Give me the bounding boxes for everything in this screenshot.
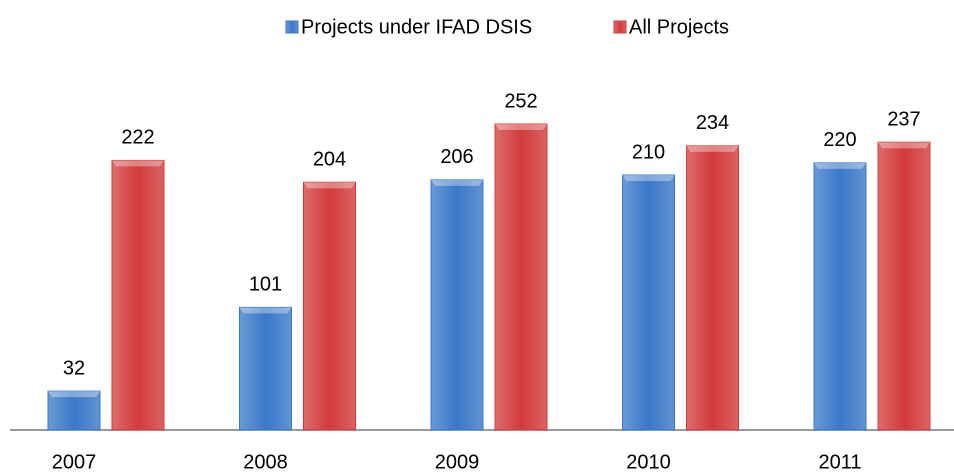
x-tick-label: 2008 bbox=[243, 451, 288, 473]
data-label: 210 bbox=[632, 141, 665, 163]
x-tick-label: 2011 bbox=[818, 451, 861, 473]
bar bbox=[813, 162, 867, 431]
data-label: 234 bbox=[696, 112, 729, 134]
bar bbox=[47, 390, 101, 431]
bar-bevel bbox=[878, 142, 930, 149]
data-label: 237 bbox=[887, 108, 920, 130]
bar bbox=[686, 145, 739, 431]
x-tick-label: 2009 bbox=[435, 451, 480, 473]
bar-bevel bbox=[431, 179, 483, 186]
x-tick-label: 2010 bbox=[626, 451, 671, 473]
data-label: 222 bbox=[121, 127, 154, 149]
legend-swatch bbox=[285, 20, 299, 34]
data-label: 220 bbox=[823, 129, 856, 151]
data-label: 101 bbox=[249, 274, 282, 296]
bar-bevel bbox=[814, 162, 866, 169]
legend-label: Projects under IFAD DSIS bbox=[301, 16, 532, 38]
bar bbox=[111, 159, 165, 431]
bar-bevel bbox=[48, 391, 100, 398]
bar bbox=[239, 306, 292, 431]
bar-bevel bbox=[112, 160, 164, 167]
bar-bevel bbox=[622, 175, 675, 181]
bar bbox=[622, 174, 675, 431]
bar-bevel bbox=[239, 307, 292, 314]
bar-bevel bbox=[686, 145, 739, 152]
bar bbox=[303, 181, 356, 431]
bar bbox=[430, 179, 484, 431]
bar-bevel bbox=[303, 182, 356, 189]
data-label: 206 bbox=[440, 146, 473, 168]
bar-bevel bbox=[495, 124, 547, 130]
data-label: 204 bbox=[313, 149, 346, 171]
x-tick-label: 2007 bbox=[52, 451, 97, 473]
bar bbox=[877, 141, 931, 431]
data-label: 32 bbox=[63, 357, 85, 379]
legend-label: All Projects bbox=[629, 16, 729, 38]
data-label: 252 bbox=[504, 90, 537, 112]
legend-swatch bbox=[613, 20, 627, 34]
bar bbox=[494, 123, 548, 431]
